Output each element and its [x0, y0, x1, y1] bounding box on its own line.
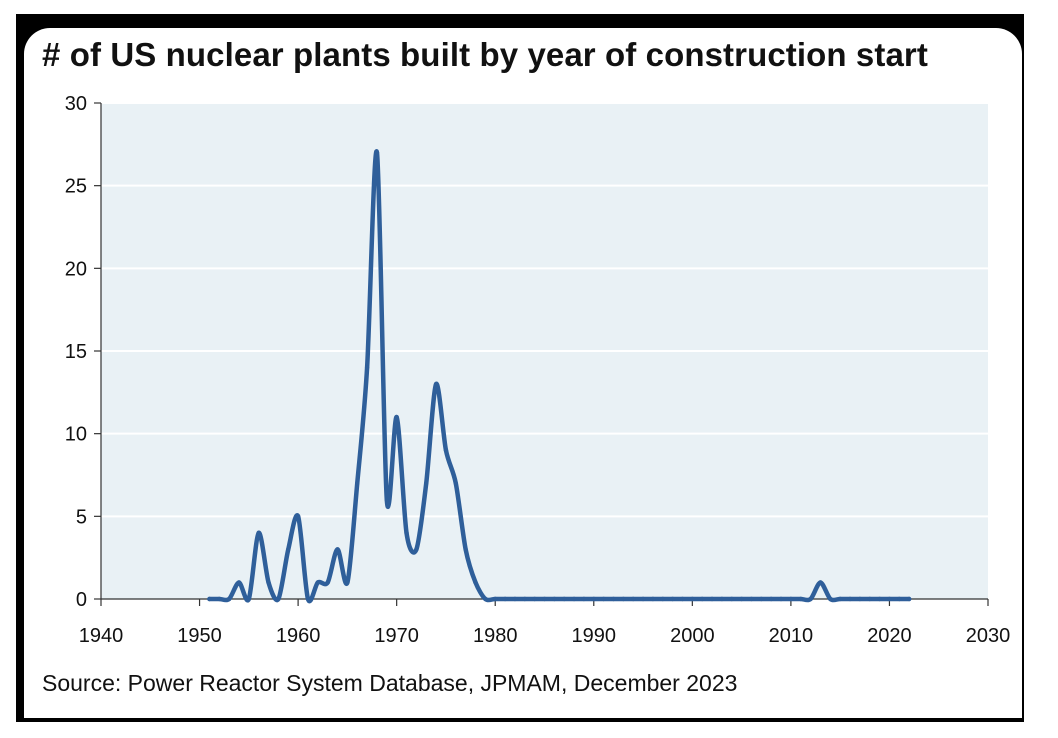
- data-point: [759, 596, 764, 602]
- data-point: [690, 596, 695, 602]
- data-point: [768, 596, 774, 602]
- data-point: [256, 530, 261, 536]
- data-point: [532, 596, 537, 602]
- x-tick-label: 1950: [177, 625, 222, 647]
- data-point: [502, 596, 508, 602]
- x-tick-label: 1990: [572, 625, 617, 647]
- data-point: [473, 580, 478, 585]
- data-point: [433, 381, 439, 387]
- data-point: [246, 596, 252, 602]
- data-point: [660, 596, 665, 602]
- series-line: [207, 149, 912, 604]
- data-point: [552, 596, 557, 602]
- y-tick-label: 5: [76, 506, 87, 528]
- data-point: [414, 547, 419, 552]
- source-note: Source: Power Reactor System Database, J…: [42, 670, 738, 696]
- y-tick-label: 20: [65, 258, 87, 280]
- x-tick-label: 1970: [374, 625, 419, 647]
- y-tick-label: 10: [65, 424, 87, 446]
- data-point: [847, 596, 853, 602]
- data-point: [345, 580, 350, 585]
- data-point: [355, 481, 360, 486]
- data-point: [818, 580, 823, 585]
- data-point: [364, 365, 370, 370]
- data-point: [611, 596, 616, 602]
- data-point: [680, 596, 685, 602]
- x-tick-label: 2010: [769, 625, 814, 647]
- data-point: [394, 414, 399, 420]
- data-point: [335, 547, 340, 552]
- data-point: [778, 596, 784, 602]
- data-point: [522, 596, 527, 602]
- data-point: [305, 596, 311, 602]
- data-point: [266, 580, 271, 585]
- data-point: [207, 596, 212, 602]
- x-tick-label: 2020: [867, 625, 912, 647]
- data-point: [512, 596, 518, 602]
- data-point: [729, 596, 734, 602]
- data-point: [739, 596, 744, 602]
- data-point: [601, 596, 606, 602]
- data-point: [236, 580, 242, 585]
- data-point: [404, 530, 409, 536]
- data-point: [709, 596, 715, 602]
- data-point: [631, 596, 636, 602]
- data-point: [443, 448, 449, 453]
- data-point: [571, 596, 577, 602]
- data-point: [867, 596, 872, 602]
- data-point: [670, 596, 675, 602]
- x-tick-label: 1960: [276, 625, 321, 647]
- data-point: [315, 580, 321, 585]
- data-point: [699, 596, 705, 602]
- data-point: [788, 596, 794, 602]
- data-point: [226, 596, 232, 602]
- data-point: [562, 596, 567, 602]
- data-point: [581, 596, 587, 602]
- x-tick-label: 2000: [670, 625, 715, 647]
- data-point: [798, 596, 803, 602]
- data-point: [483, 596, 488, 602]
- data-point: [719, 596, 725, 602]
- data-point: [295, 514, 301, 519]
- data-point: [897, 596, 902, 602]
- data-point: [325, 580, 330, 585]
- data-point: [453, 481, 458, 486]
- y-tick-label: 0: [76, 589, 87, 611]
- y-tick-label: 30: [65, 93, 87, 115]
- data-point: [424, 481, 429, 486]
- data-point: [650, 596, 656, 602]
- x-tick-label: 1940: [79, 625, 124, 647]
- data-point: [384, 497, 390, 502]
- data-point: [374, 150, 380, 155]
- data-point: [749, 596, 754, 602]
- data-point: [808, 596, 813, 602]
- data-point: [640, 596, 646, 602]
- data-point: [906, 596, 912, 602]
- data-point: [542, 596, 547, 602]
- y-tick-label: 15: [65, 341, 87, 363]
- data-point: [463, 547, 468, 552]
- x-tick-label: 2030: [966, 625, 1011, 647]
- data-point: [837, 596, 843, 602]
- data-point: [621, 596, 626, 602]
- data-point: [217, 596, 222, 602]
- data-point: [857, 596, 863, 602]
- y-tick-label: 25: [65, 176, 87, 198]
- data-point: [887, 596, 892, 602]
- data-point: [286, 547, 291, 552]
- x-tick-label: 1980: [473, 625, 518, 647]
- data-point: [276, 596, 281, 602]
- data-point: [493, 596, 498, 602]
- data-point: [877, 596, 882, 602]
- data-point: [591, 596, 596, 602]
- data-point: [828, 596, 833, 602]
- chart-title: # of US nuclear plants built by year of …: [42, 36, 928, 73]
